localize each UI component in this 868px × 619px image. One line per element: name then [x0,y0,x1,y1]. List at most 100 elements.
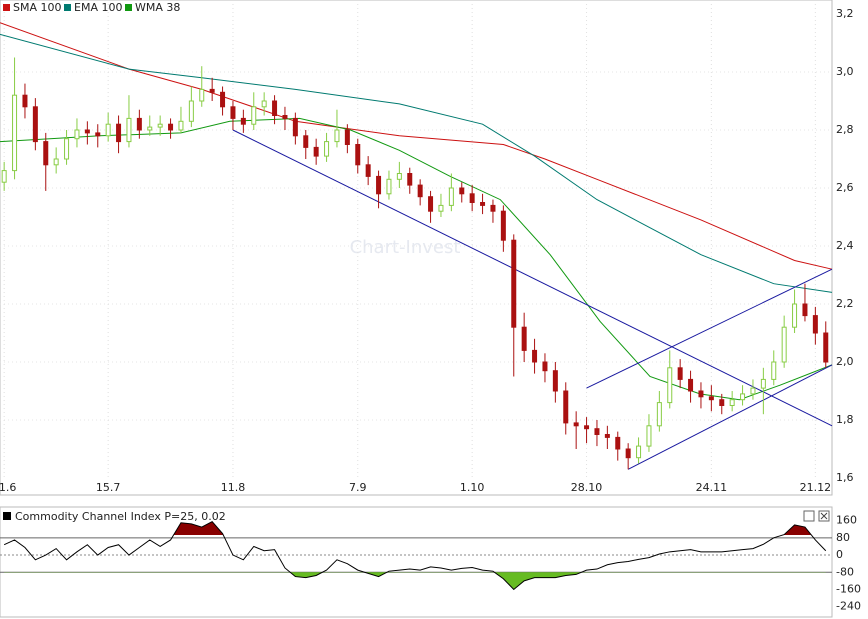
legend-swatch [3,4,10,11]
cci-panel [0,506,833,618]
trend-line [627,364,833,470]
x-tick-label: 15.7 [96,481,121,494]
candle-body [688,378,694,392]
candle-body [625,448,631,459]
x-tick-label: 7.9 [349,481,367,494]
candle-body [615,436,621,450]
legend-swatch [125,4,132,11]
x-tick-label: 1.10 [460,481,485,494]
candle-body [604,434,610,438]
trend-line [232,129,833,427]
candle-body [355,144,361,166]
candle-body [448,187,454,206]
candle-body [750,387,756,395]
candle-body [251,106,257,125]
candle-body [594,428,600,436]
candle-body [781,326,787,363]
panel-button[interactable] [803,510,815,522]
y-tick-label: 2,2 [836,297,854,310]
cci-line [3,521,827,591]
y-tick-label: 1,8 [836,413,854,426]
candle-body [199,88,205,102]
candle-body [209,88,215,93]
candle-body [729,399,735,407]
y-tick-label: 0 [836,548,843,561]
candle-body [261,100,267,108]
y-tick-label: 2,6 [836,181,854,194]
candle-body [521,326,527,351]
y-tick-label: 2,0 [836,355,854,368]
legend-label: SMA 100 [13,1,62,14]
candle-body [500,210,506,241]
candle-body [573,422,579,427]
y-tick-label: 80 [836,531,850,544]
y-tick-label: 160 [836,514,857,527]
candle-body [12,94,18,172]
candle-body [428,196,434,212]
x-tick-label: 21.6 [0,481,16,494]
candle-body [407,173,413,186]
price-panel [0,0,833,496]
candle-body [240,117,246,125]
candle-body [667,367,673,404]
candle-body [552,370,558,392]
candle-body [511,239,517,328]
moving-average [0,33,833,293]
candle-body [188,100,194,122]
candle-body [126,117,132,143]
candle-body [646,425,652,447]
candle-body [792,303,798,328]
candle-body [584,425,590,430]
candle-body [95,132,101,137]
candle-body [168,123,174,131]
candle-body [105,123,111,137]
candle-body [303,135,309,148]
candle-body [490,204,496,212]
candle-body [740,393,746,401]
y-tick-label: 3,0 [836,65,854,78]
candle-body [84,129,90,134]
close-icon [820,512,828,520]
candle-body [459,187,465,195]
legend-label: EMA 100 [74,1,122,14]
candle-body [771,361,777,380]
candle-body [43,141,49,166]
moving-average [0,22,833,270]
candle-body [417,184,423,198]
candle-body [480,202,486,206]
y-tick-label: -80 [836,565,854,578]
candle-body [334,129,340,143]
candle-body [532,349,538,363]
cci-title: Commodity Channel Index P=25, 0.02 [15,510,226,523]
y-tick-label: -240 [836,600,861,613]
cci-icon [3,512,11,520]
candle-body [292,117,298,137]
watermark: Chart-Invest [350,237,461,258]
legend-swatch [64,4,71,11]
candle-body [53,158,59,166]
candle-body [64,138,70,160]
candle-body [136,117,142,131]
legend-label: WMA 38 [135,1,180,14]
candle-body [469,193,475,204]
candle-body [344,129,350,145]
trend-line [586,268,833,389]
y-tick-label: 2,8 [836,123,854,136]
candle-body [438,204,444,212]
moving-average [0,117,833,401]
x-tick-label: 21.12 [800,481,832,494]
x-tick-label: 28.10 [571,481,603,494]
candle-body [698,390,704,398]
candle-body [1,170,7,183]
candle-body [542,361,548,372]
candle-body [708,396,714,401]
candle-body [313,146,319,157]
candle-body [656,402,662,427]
candle-body [396,173,402,180]
x-tick-label: 11.8 [221,481,246,494]
candle-body [324,141,330,157]
candle-body [22,94,28,108]
candle-body [760,378,766,389]
y-tick-label: -160 [836,582,861,595]
candle-body [116,123,122,143]
